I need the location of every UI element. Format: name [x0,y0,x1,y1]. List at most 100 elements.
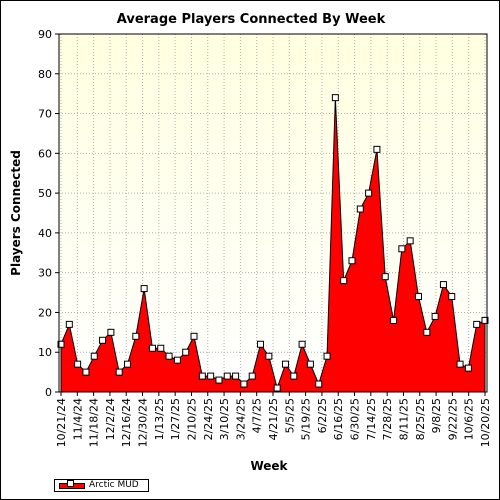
data-point [57,340,65,348]
x-tick-label: 11/18/24 [88,398,101,447]
data-point [115,368,123,376]
data-point [390,316,398,324]
x-tick-label: 5/5/25 [283,398,296,433]
x-tick-label: 5/19/25 [300,398,313,440]
data-point [182,348,190,356]
data-point [190,332,198,340]
data-point [99,336,107,344]
data-point [290,372,298,380]
data-point [373,145,381,153]
data-point [298,340,306,348]
data-point [65,320,73,328]
y-tick-label: 80 [38,68,52,81]
data-point [207,372,215,380]
x-tick-label: 8/25/25 [414,398,427,440]
data-point [431,312,439,320]
x-tick-label: 12/2/24 [104,398,117,440]
x-tick-label: 4/7/25 [251,398,264,433]
data-point [398,245,406,253]
x-tick-label: 12/16/24 [120,398,133,447]
data-point [157,344,165,352]
y-tick-label: 90 [38,28,52,41]
grid-lines [59,34,487,392]
data-point [223,372,231,380]
x-tick-label: 3/24/25 [234,398,247,440]
data-point [423,328,431,336]
data-point [340,277,348,285]
x-axis-ticks: 10/21/24 11/4/24 11/18/24 12/2/24 12/16/24 12… [55,392,492,447]
y-tick-label: 10 [38,346,52,359]
data-point [481,316,489,324]
data-point [198,372,206,380]
x-tick-label: 2/10/25 [185,398,198,440]
legend-label: Arctic MUD [89,480,139,490]
data-point [74,360,82,368]
x-tick-label: 6/2/25 [316,398,329,433]
data-point [348,257,356,265]
x-tick-label: 7/14/25 [365,398,378,440]
x-tick-label: 3/10/25 [218,398,231,440]
y-tick-label: 0 [45,386,52,399]
data-point [257,340,265,348]
data-point [406,237,414,245]
y-tick-label: 30 [38,267,52,280]
data-point [331,94,339,102]
data-point [248,372,256,380]
data-point [464,364,472,372]
x-axis-title: Week [250,459,288,473]
x-tick-label: 2/24/25 [202,398,215,440]
data-point [140,285,148,293]
x-tick-label: 11/4/24 [71,398,84,440]
data-point [323,352,331,360]
data-point [365,189,373,197]
x-tick-label: 10/21/24 [55,398,68,447]
data-point [107,328,115,336]
data-point [439,281,447,289]
x-tick-label: 4/21/25 [267,398,280,440]
x-tick-label: 7/28/25 [381,398,394,440]
y-tick-label: 50 [38,187,52,200]
data-point [356,205,364,213]
chart-title: Average Players Connected By Week [117,12,386,27]
data-point [90,352,98,360]
x-tick-label: 9/8/25 [430,398,443,433]
x-tick-label: 12/30/24 [137,398,150,447]
x-tick-label: 6/16/25 [332,398,345,440]
data-point [82,368,90,376]
y-axis-ticks: 0 10 20 30 40 50 60 70 80 90 [38,28,59,399]
x-tick-label: 1/13/25 [153,398,166,440]
data-point [215,376,223,384]
data-point [240,380,248,388]
data-point [381,273,389,281]
y-tick-label: 60 [38,147,52,160]
x-tick-label: 10/6/25 [463,398,476,440]
y-tick-label: 20 [38,306,52,319]
data-point [265,352,273,360]
x-tick-label: 6/30/25 [349,398,362,440]
x-tick-label: 1/27/25 [169,398,182,440]
legend-marker [67,480,74,487]
legend: Arctic MUD [54,479,149,492]
data-point [165,352,173,360]
x-tick-label: 10/20/25 [479,398,492,447]
data-point [124,360,132,368]
data-point [132,332,140,340]
data-point [273,384,281,392]
y-tick-label: 40 [38,227,52,240]
data-point [281,360,289,368]
data-point [148,344,156,352]
y-tick-label: 70 [38,108,52,121]
y-axis-title: Players Connected [9,150,23,276]
data-point [414,293,422,301]
x-tick-label: 8/11/25 [397,398,410,440]
data-point [448,293,456,301]
data-point [306,360,314,368]
data-point [232,372,240,380]
data-point [315,380,323,388]
data-point [173,356,181,364]
data-point [456,360,464,368]
data-point-markers [57,94,489,392]
data-point [473,320,481,328]
